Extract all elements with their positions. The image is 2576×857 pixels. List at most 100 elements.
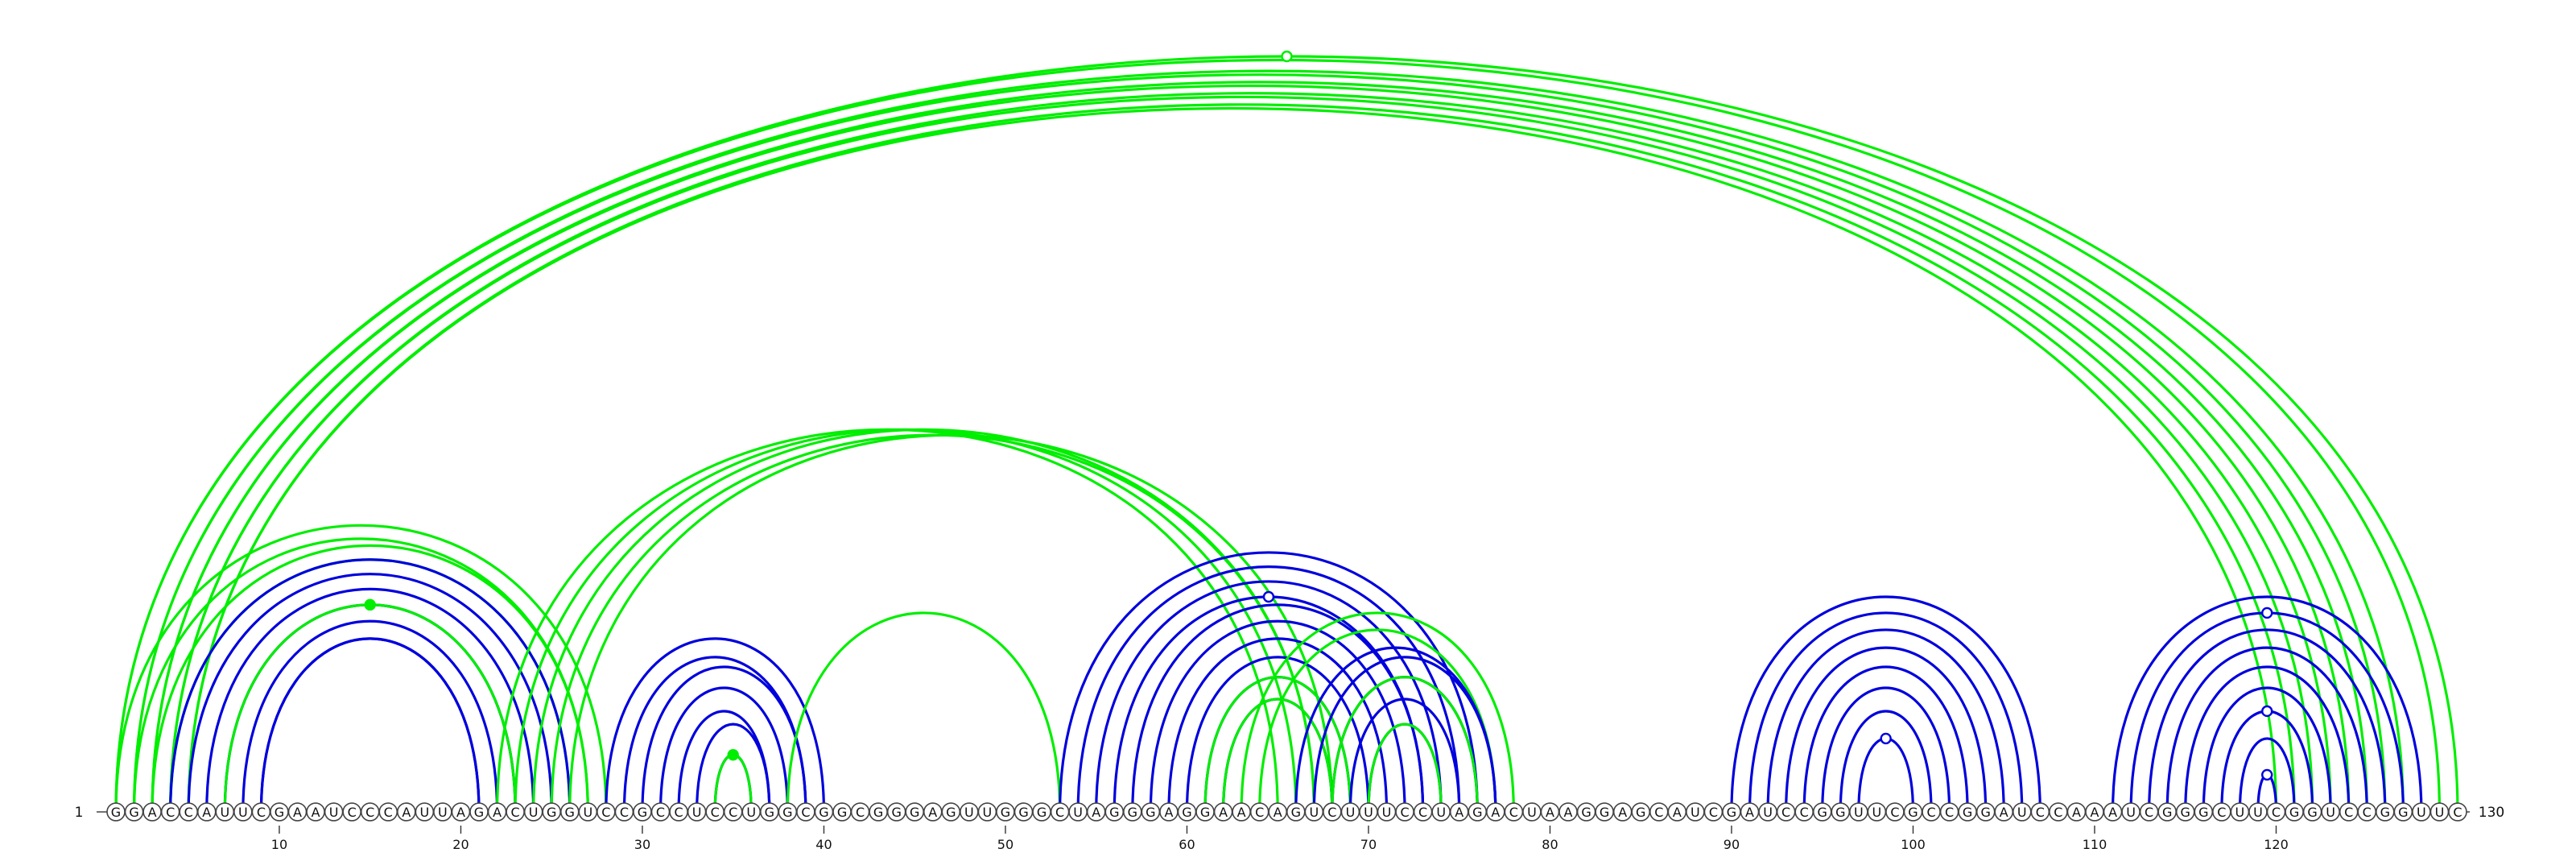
- nucleotide: U: [415, 802, 435, 822]
- nucleotide-letter: A: [1546, 805, 1554, 820]
- nucleotide-letter: C: [729, 805, 737, 820]
- base-pair-arc: [1730, 595, 2041, 813]
- nucleotide: A: [487, 802, 507, 822]
- base-pair-arc: [187, 103, 2296, 813]
- nucleotide-letter: C: [2363, 805, 2372, 820]
- nucleotide-letter: A: [2072, 805, 2081, 820]
- nucleotide-letter: C: [674, 805, 683, 820]
- base-pair-arc: [1802, 665, 1969, 813]
- nucleotide: C: [2030, 802, 2050, 822]
- nucleotide-letter: C: [1418, 805, 1427, 820]
- nucleotide-letter: U: [2235, 805, 2245, 820]
- base-pair-arc: [114, 55, 2459, 813]
- nucleotide: A: [397, 802, 416, 822]
- nucleotide: C: [669, 802, 688, 822]
- nucleotide: U: [2412, 802, 2431, 822]
- nucleotide: G: [1812, 802, 1832, 822]
- nucleotide: U: [215, 802, 235, 822]
- nucleotide-letter: C: [1055, 805, 1064, 820]
- arc-marker: [1281, 50, 1293, 63]
- nucleotide-letter: A: [312, 805, 320, 820]
- base-pair-arc: [2165, 646, 2368, 813]
- nucleotide: G: [559, 802, 580, 822]
- nucleotide-letter: C: [2272, 805, 2281, 820]
- nucleotide-letter: G: [765, 805, 774, 820]
- base-pair-arc: [151, 544, 589, 813]
- nucleotide: U: [324, 802, 344, 822]
- nucleotide-letter: C: [257, 805, 266, 820]
- position-ticks: 10 20 30 40 50 60 70 80 90 100 110 120: [271, 826, 2289, 852]
- nucleotide: G: [1722, 802, 1741, 822]
- nucleotide: U: [1431, 802, 1451, 822]
- nucleotide-letter: U: [1309, 805, 1319, 820]
- base-pair-arc: [696, 722, 771, 813]
- nucleotide: G: [905, 802, 924, 822]
- arc-marker: [1262, 590, 1275, 603]
- nucleotide-letter: A: [1455, 805, 1463, 820]
- nucleotide: A: [1086, 802, 1106, 822]
- base-pair-arc: [1821, 686, 1951, 813]
- nucleotide: A: [451, 802, 471, 822]
- nucleotide: U: [741, 802, 762, 822]
- nucleotide: A: [306, 802, 325, 822]
- nucleotide: G: [1631, 802, 1651, 822]
- nucleotide-letter: U: [983, 805, 993, 820]
- tick-label: 40: [815, 837, 832, 852]
- nucleotide-letter: A: [1673, 805, 1682, 820]
- nucleotide: C: [2049, 802, 2068, 822]
- base-pair-arc: [223, 603, 517, 813]
- nucleotide-circle: [2448, 802, 2467, 822]
- nucleotide: U: [433, 802, 452, 822]
- tick-label: 50: [997, 837, 1013, 852]
- nucleotide: G: [2376, 802, 2395, 822]
- nucleotide-letter: A: [1618, 805, 1627, 820]
- nucleotide: C: [597, 802, 616, 822]
- base-pair-arc: [187, 107, 2278, 813]
- base-pair-arc: [205, 587, 535, 813]
- nucleotide-letter: G: [2198, 805, 2208, 820]
- nucleotide-letter: G: [1980, 805, 1990, 820]
- nucleotide: C: [2139, 802, 2159, 822]
- tick-label: 70: [1360, 837, 1377, 852]
- nucleotide-letter: U: [1382, 805, 1392, 820]
- nucleotide: G: [869, 802, 888, 822]
- nucleotide-letter: C: [166, 805, 175, 820]
- nucleotide: C: [1649, 802, 1669, 822]
- nucleotide: G: [814, 802, 834, 822]
- nucleotide: G: [760, 802, 779, 822]
- nucleotide-letter: U: [2417, 805, 2426, 820]
- nucleotide: C: [705, 802, 724, 822]
- base-pair-arc: [1348, 698, 1461, 813]
- nucleotide-letter: U: [692, 805, 702, 820]
- arc-marker: [1880, 732, 1892, 745]
- nucleotide: A: [196, 802, 217, 822]
- nucleotide: C: [251, 802, 271, 822]
- nucleotide: G: [633, 802, 652, 822]
- nucleotide-letter: C: [1709, 805, 1718, 820]
- nucleotide-letter: C: [801, 805, 810, 820]
- nucleotide: U: [2121, 802, 2140, 822]
- nucleotide-letter: G: [2307, 805, 2317, 820]
- nucleotide-letter: C: [2344, 805, 2353, 820]
- nucleotide-letter: A: [402, 805, 411, 820]
- base-pair-arc: [132, 73, 2387, 813]
- nucleotide: U: [1686, 802, 1705, 822]
- nucleotide: A: [2066, 802, 2087, 822]
- nucleotide: G: [2302, 802, 2322, 822]
- nucleotide: A: [2103, 802, 2123, 822]
- nucleotide: G: [832, 802, 852, 822]
- nucleotide: G: [2285, 802, 2304, 822]
- nucleotide: U: [960, 802, 979, 822]
- arc-marker: [727, 748, 739, 761]
- nucleotide-letter: G: [1600, 805, 1609, 820]
- nucleotide: U: [1522, 802, 1542, 822]
- nucleotide-letter: U: [1872, 805, 1882, 820]
- nucleotide: U: [1867, 802, 1887, 822]
- nucleotide-letter: U: [1854, 805, 1864, 820]
- nucleotide: G: [2194, 802, 2214, 822]
- nucleotide: U: [1849, 802, 1868, 822]
- base-pair-arc: [259, 637, 481, 813]
- base-pair-arc: [532, 428, 1315, 813]
- nucleotide-letter: U: [1436, 805, 1446, 820]
- nucleotide-letter: G: [1200, 805, 1210, 820]
